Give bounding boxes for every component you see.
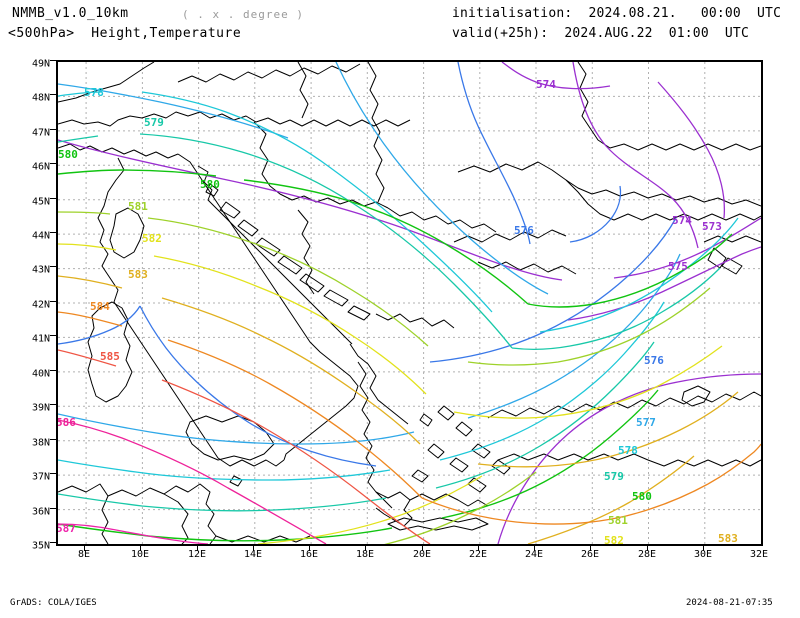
contour-label-586: 586 [58, 416, 76, 429]
ytick-37N: 37N [31, 471, 50, 483]
ytick-38N: 38N [31, 437, 50, 449]
xtick-28E: 28E [637, 549, 657, 560]
contour-label-579-b: 579 [604, 470, 624, 483]
contour-map-plot: 573 574 574 575 576 576 577 578 578 579 … [56, 60, 763, 546]
ytick-35N: 35N [31, 540, 50, 552]
contour-label-573: 573 [702, 220, 722, 233]
xtick-32E: 32E [749, 549, 769, 560]
contour-574 [58, 62, 761, 281]
render-timestamp: 2024-08-21-07:35 [686, 598, 773, 608]
ytick-40N: 40N [31, 368, 50, 380]
xtick-16E: 16E [299, 549, 319, 560]
coastlines [58, 62, 761, 544]
xtick-30E: 30E [693, 549, 713, 560]
contour-label-577: 577 [636, 416, 656, 429]
contour-label-575: 575 [668, 260, 688, 273]
ytick-43N: 43N [31, 264, 50, 276]
xtick-10E: 10E [130, 549, 150, 560]
contour-576 [58, 62, 677, 467]
grads-credit: GrADS: COLA/IGES [10, 598, 97, 608]
contour-label-582-a: 582 [142, 232, 162, 245]
contour-label-584: 584 [90, 300, 110, 313]
ytick-39N: 39N [31, 402, 50, 414]
contour-label-585: 585 [100, 350, 120, 363]
contour-583 [58, 275, 739, 544]
contour-label-580-c: 580 [632, 490, 652, 503]
initialisation-time: initialisation: 2024.08.21. 00:00 UTC [452, 6, 782, 21]
contour-label-587: 587 [58, 522, 76, 535]
contour-label-578-b: 578 [618, 444, 638, 457]
contour-label-581-b: 581 [608, 514, 628, 527]
ytick-49N: 49N [31, 58, 50, 70]
valid-time: valid(+25h): 2024.AUG.22 01:00 UTC [452, 26, 749, 41]
model-title: NMMB_v1.0_10km [12, 6, 129, 21]
contour-label-576-b: 576 [644, 354, 664, 367]
xtick-26E: 26E [580, 549, 600, 560]
xtick-20E: 20E [412, 549, 432, 560]
contour-labels: 573 574 574 575 576 576 577 578 578 579 … [58, 78, 738, 544]
contour-587 [58, 523, 209, 544]
contour-585 [58, 349, 431, 544]
contour-label-578-a: 578 [84, 86, 104, 99]
contour-label-580-b: 580 [200, 178, 220, 191]
map-canvas: 573 574 574 575 576 576 577 578 578 579 … [58, 62, 761, 544]
contour-label-580-a: 580 [58, 148, 78, 161]
contour-label-583-a: 583 [128, 268, 148, 281]
xtick-14E: 14E [243, 549, 263, 560]
ytick-48N: 48N [31, 92, 50, 104]
contour-label-583-b: 583 [718, 532, 738, 544]
ytick-36N: 36N [31, 506, 50, 518]
contour-label-582-b: 582 [604, 534, 624, 544]
xtick-12E: 12E [187, 549, 207, 560]
contour-label-574-a: 574 [536, 78, 556, 91]
xtick-22E: 22E [468, 549, 488, 560]
ytick-42N: 42N [31, 299, 50, 311]
xtick-18E: 18E [355, 549, 375, 560]
contour-586 [58, 419, 327, 544]
xtick-24E: 24E [524, 549, 544, 560]
contour-577 [58, 62, 681, 445]
contour-label-574-b: 574 [672, 214, 692, 227]
contour-575 [497, 246, 761, 544]
contour-581 [58, 211, 711, 544]
ytick-47N: 47N [31, 127, 50, 139]
ytick-44N: 44N [31, 230, 50, 242]
ytick-45N: 45N [31, 196, 50, 208]
ytick-41N: 41N [31, 333, 50, 345]
xtick-8E: 8E [77, 549, 91, 560]
contour-label-576-a: 576 [514, 224, 534, 237]
contour-584 [58, 311, 761, 525]
gridlines [58, 62, 761, 544]
contour-579 [58, 133, 721, 512]
resolution-note: ( . x . degree ) [182, 8, 304, 21]
ytick-46N: 46N [31, 161, 50, 173]
contour-573 [572, 62, 699, 249]
contour-582 [58, 243, 723, 544]
contour-label-581-a: 581 [128, 200, 148, 213]
contour-580 [58, 169, 733, 542]
contour-label-579-a: 579 [144, 116, 164, 129]
level-field-title: <500hPa> Height,Temperature [8, 26, 242, 41]
